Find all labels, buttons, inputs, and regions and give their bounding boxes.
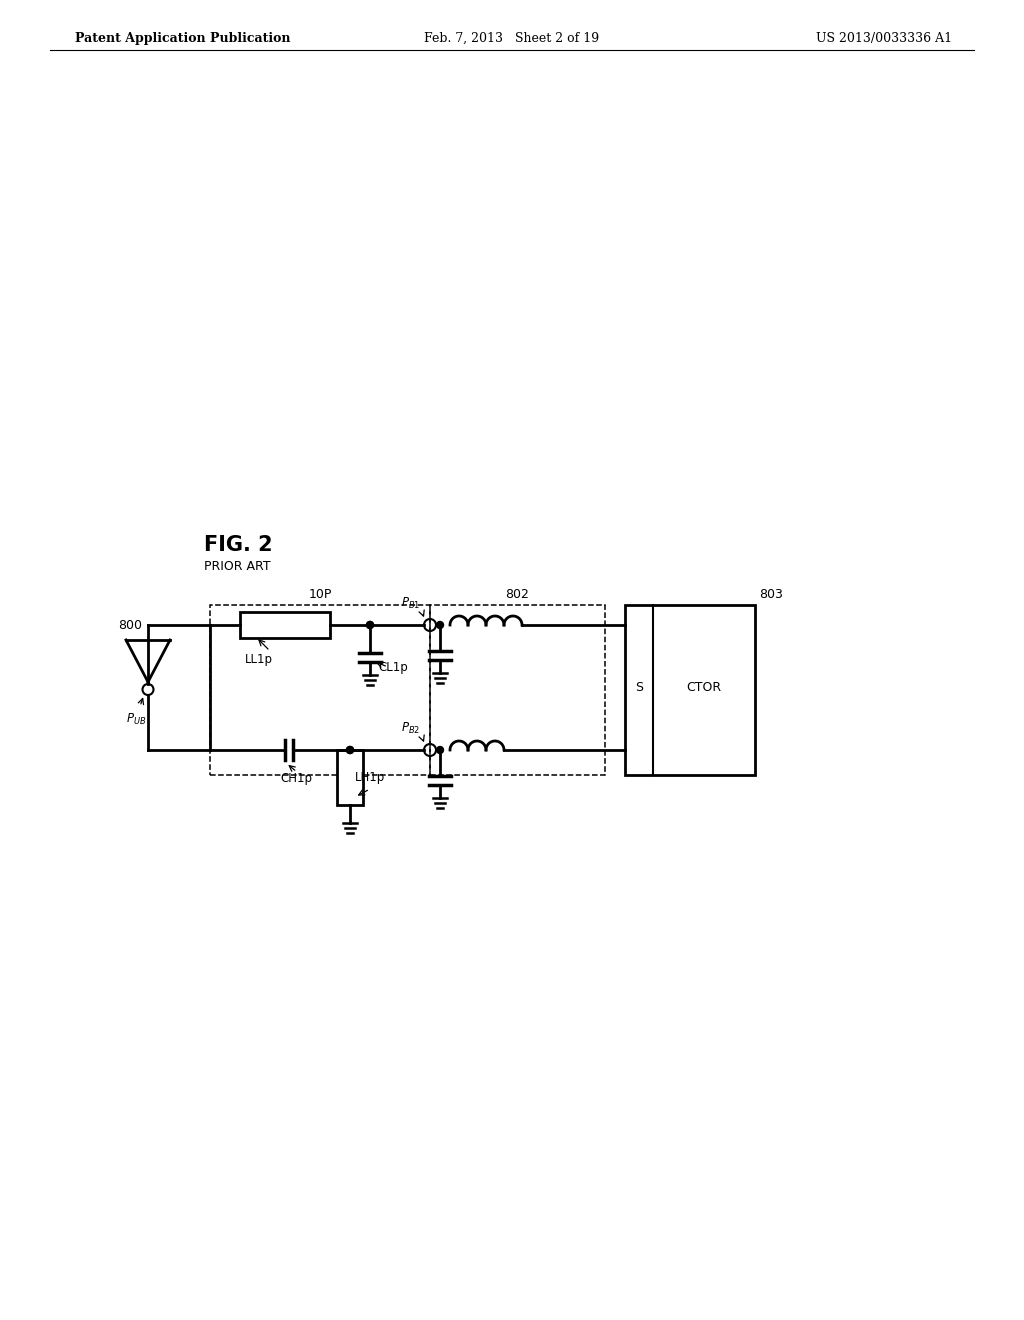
Text: $P_{B1}$: $P_{B1}$ bbox=[400, 595, 420, 611]
Text: US 2013/0033336 A1: US 2013/0033336 A1 bbox=[816, 32, 952, 45]
Text: LH1p: LH1p bbox=[355, 771, 385, 784]
Bar bbox=[430, 605, 605, 775]
Text: LL1p: LL1p bbox=[245, 653, 273, 667]
Text: S: S bbox=[635, 681, 643, 694]
Bar bbox=[210, 605, 430, 775]
Bar bbox=[240, 612, 330, 638]
Circle shape bbox=[436, 622, 443, 628]
Text: CTOR: CTOR bbox=[686, 681, 722, 694]
Circle shape bbox=[436, 747, 443, 754]
Text: PRIOR ART: PRIOR ART bbox=[204, 560, 270, 573]
Circle shape bbox=[367, 622, 374, 628]
Circle shape bbox=[367, 622, 374, 628]
Bar bbox=[337, 750, 362, 805]
Text: 803: 803 bbox=[759, 587, 783, 601]
Bar bbox=[625, 605, 755, 775]
Text: CL1p: CL1p bbox=[378, 660, 408, 673]
Text: 802: 802 bbox=[506, 587, 529, 601]
Text: 10P: 10P bbox=[308, 587, 332, 601]
Text: 800: 800 bbox=[118, 619, 142, 632]
Text: CH1p: CH1p bbox=[280, 772, 312, 785]
Circle shape bbox=[346, 747, 353, 754]
Text: Patent Application Publication: Patent Application Publication bbox=[75, 32, 291, 45]
Text: FIG. 2: FIG. 2 bbox=[204, 535, 272, 554]
Text: $P_{B2}$: $P_{B2}$ bbox=[400, 721, 420, 737]
Text: $P_{UB}$: $P_{UB}$ bbox=[126, 711, 146, 726]
Circle shape bbox=[346, 747, 353, 754]
Text: Feb. 7, 2013   Sheet 2 of 19: Feb. 7, 2013 Sheet 2 of 19 bbox=[424, 32, 600, 45]
